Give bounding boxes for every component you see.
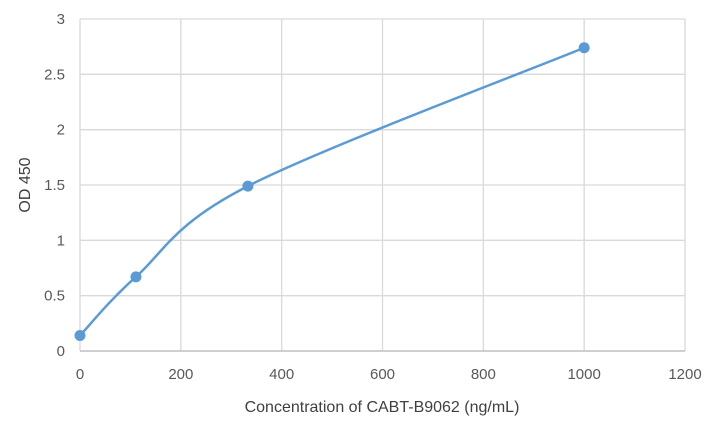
x-tick-label: 400 [269, 366, 294, 383]
y-tick-label: 1 [57, 232, 65, 249]
series-line [78, 46, 586, 337]
x-tick-label: 200 [168, 366, 193, 383]
x-tick-label: 800 [471, 366, 496, 383]
x-tick-label: 1000 [567, 366, 600, 383]
series-layer [74, 42, 590, 342]
x-tick-label: 600 [370, 366, 395, 383]
y-tick-label: 1.5 [44, 177, 65, 194]
y-tick-label: 2 [57, 122, 65, 139]
x-axis-title: Concentration of CABT-B9062 (ng/mL) [245, 399, 520, 416]
data-point [578, 42, 590, 54]
data-point [74, 330, 86, 342]
data-point [130, 271, 142, 283]
y-axis-title: OD 450 [17, 157, 34, 212]
y-tick-label: 0.5 [44, 288, 65, 305]
y-tick-label: 3 [57, 11, 65, 28]
x-tick-label: 1200 [668, 366, 701, 383]
x-tick-label: 0 [76, 366, 84, 383]
gridlines [79, 18, 686, 351]
data-point [242, 180, 254, 192]
tick-labels: 0 200 400 600 800 1000 1200 0 0.5 1 1.5 2 2.5 3 [44, 11, 702, 383]
y-tick-label: 2.5 [44, 66, 65, 83]
y-tick-label: 0 [57, 343, 65, 360]
